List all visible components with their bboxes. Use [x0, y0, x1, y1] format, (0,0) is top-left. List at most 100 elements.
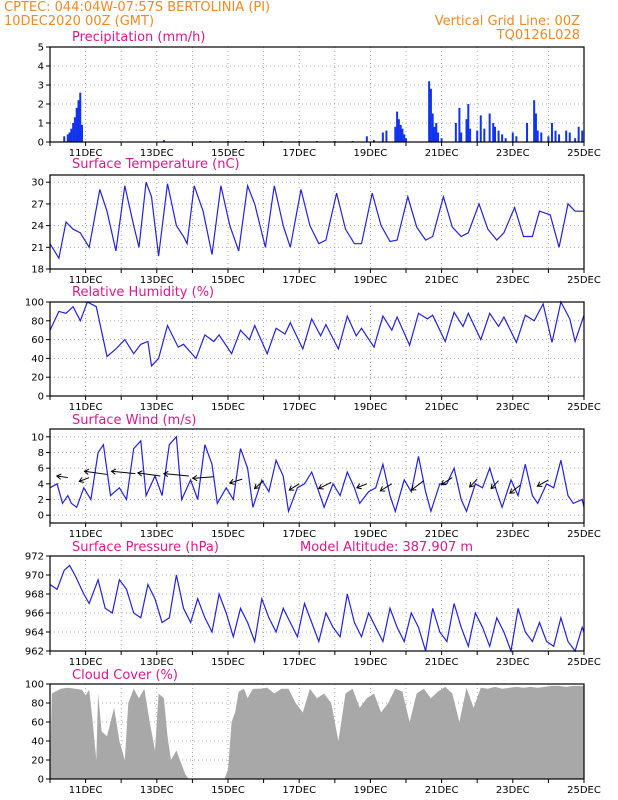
- x-tick-label: 21DEC: [425, 785, 459, 796]
- precip-bar: [534, 113, 537, 142]
- precip-bar: [77, 100, 80, 142]
- precip-bar: [581, 130, 584, 142]
- wind-vector-head: [110, 468, 117, 475]
- wind-vector: [192, 476, 214, 479]
- precip-bar: [497, 130, 500, 142]
- wind-vector-head: [317, 483, 324, 490]
- title-model-altitude: Model Altitude: 387.907 m: [300, 540, 473, 555]
- x-tick-label: 21DEC: [425, 657, 459, 668]
- precip-bar: [533, 100, 536, 142]
- y-tick-label: 0: [38, 392, 44, 403]
- wind-vector-head: [288, 485, 295, 491]
- temp-frame: [49, 174, 585, 270]
- precip-bar: [454, 123, 457, 142]
- wind-vector-head: [162, 470, 169, 478]
- header-grid-note: Vertical Grid Line: 00Z: [435, 14, 580, 29]
- precip-bar: [63, 136, 66, 142]
- precip-bar: [547, 136, 550, 142]
- x-tick-label: 17DEC: [282, 148, 316, 159]
- wind-vector-head: [136, 470, 143, 477]
- x-tick-label: 19DEC: [354, 275, 388, 286]
- wind-vector-head: [440, 479, 447, 486]
- y-tick-label: 3: [38, 81, 44, 92]
- wind-vector: [537, 479, 549, 487]
- precip-bar: [435, 123, 438, 142]
- precip-bar: [469, 128, 472, 142]
- x-tick-label: 23DEC: [496, 275, 530, 286]
- precip-bar: [458, 107, 461, 142]
- x-tick-label: 11DEC: [69, 785, 103, 796]
- wind-vector: [78, 477, 90, 482]
- x-tick-label: 15DEC: [211, 785, 245, 796]
- precip-bar: [440, 138, 443, 142]
- precip-bar: [515, 136, 518, 142]
- wind-vector: [410, 480, 425, 491]
- x-tick-label: 21DEC: [425, 148, 459, 159]
- x-tick-label: 19DEC: [354, 402, 388, 413]
- precip-bar: [405, 138, 407, 142]
- precip-bar: [75, 107, 78, 142]
- precip-bar: [526, 123, 529, 142]
- wind-vector: [509, 485, 521, 494]
- x-tick-label: 23DEC: [496, 657, 530, 668]
- x-tick-label: 23DEC: [496, 529, 530, 540]
- title-humidity: Relative Humidity (%): [72, 285, 214, 300]
- precip-bar: [437, 132, 440, 142]
- precip-bar: [460, 132, 463, 142]
- cloud-frame: [49, 683, 585, 780]
- y-tick-label: 962: [25, 647, 44, 658]
- x-tick-label: 21DEC: [425, 275, 459, 286]
- title-cloud-cover: Cloud Cover (%): [72, 668, 178, 683]
- temp-series-line: [49, 181, 584, 260]
- x-tick-label: 15DEC: [211, 275, 245, 286]
- x-tick-label: 25DEC: [567, 785, 601, 796]
- precip-bar: [428, 81, 431, 142]
- wind-vector: [84, 470, 108, 475]
- x-tick-label: 25DEC: [567, 529, 601, 540]
- precip-bar: [558, 134, 561, 142]
- x-tick-label: 19DEC: [354, 657, 388, 668]
- wind-vector-head: [410, 485, 417, 491]
- x-tick-label: 17DEC: [282, 275, 316, 286]
- header-model-code: TQ0126L028: [496, 28, 580, 43]
- x-tick-label: 23DEC: [496, 148, 530, 159]
- precip-bar: [494, 126, 496, 142]
- y-tick-label: 8: [38, 448, 44, 459]
- precip-bar: [431, 113, 434, 142]
- y-tick-label: 4: [38, 479, 44, 490]
- precip-bar: [429, 88, 432, 142]
- y-tick-label: 1: [38, 119, 44, 130]
- wind-vector: [229, 478, 243, 484]
- wind-vector-head: [78, 477, 85, 483]
- wind-vector: [56, 475, 68, 479]
- y-tick-label: 30: [31, 178, 44, 189]
- x-tick-label: 21DEC: [425, 529, 459, 540]
- wind-vector: [469, 478, 478, 488]
- y-tick-label: 20: [31, 373, 44, 384]
- precip-bar: [81, 124, 84, 142]
- wind-vector-head: [509, 488, 515, 494]
- precip-bar: [381, 132, 384, 142]
- wind-vector-head: [490, 483, 497, 490]
- wind-vector-head: [536, 481, 543, 487]
- x-tick-label: 25DEC: [567, 402, 601, 413]
- wind-vector: [111, 470, 136, 475]
- pressure-series-line: [49, 564, 585, 654]
- precip-bar: [488, 113, 491, 142]
- x-tick-label: 19DEC: [354, 529, 388, 540]
- precip-bar: [540, 132, 543, 142]
- wind-vector-head: [83, 468, 90, 475]
- y-tick-label: 2: [38, 100, 44, 111]
- x-tick-label: 17DEC: [282, 529, 316, 540]
- precip-bar: [483, 128, 486, 142]
- title-pressure: Surface Pressure (hPa): [72, 540, 219, 555]
- wind-vector: [163, 473, 189, 477]
- precip-bar: [465, 119, 468, 142]
- x-tick-label: 11DEC: [69, 275, 103, 286]
- precip-bar: [70, 128, 73, 142]
- y-tick-label: 21: [31, 243, 44, 254]
- x-tick-label: 17DEC: [282, 657, 316, 668]
- wind-vector: [254, 480, 264, 489]
- wind-vector: [356, 483, 368, 489]
- precip-bar: [565, 130, 568, 142]
